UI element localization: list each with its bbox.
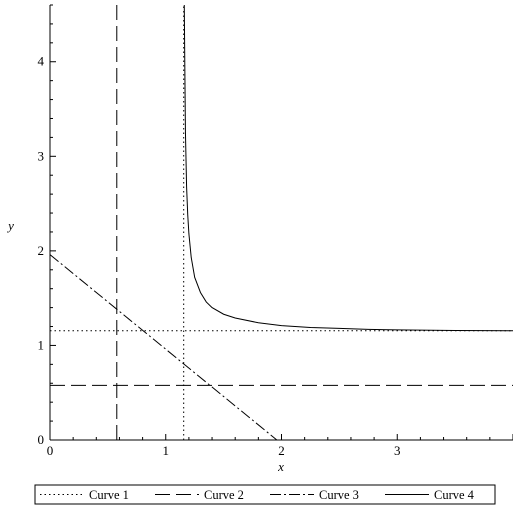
x-tick-label: 3	[394, 443, 401, 458]
series-3-line	[49, 254, 278, 441]
axes: 0 1 2 3 0 1 2 3 4	[38, 4, 513, 458]
y-tick-label: 0	[38, 432, 45, 447]
series-4-curve	[183, 4, 513, 332]
legend-box	[34, 484, 496, 505]
legend-label-1: Curve 1	[89, 488, 129, 502]
y-tick-label: 2	[38, 243, 45, 258]
y-axis-label: y	[6, 218, 14, 233]
plot-area	[49, 4, 513, 441]
x-tick-label: 2	[278, 443, 285, 458]
x-tick-label: 1	[163, 443, 170, 458]
x-tick-label: 0	[47, 443, 54, 458]
y-tick-label: 3	[38, 148, 45, 163]
y-tick-label: 4	[38, 54, 45, 69]
legend: Curve 1 Curve 2 Curve 3 Curve 4	[34, 484, 496, 505]
legend-label-4: Curve 4	[434, 488, 475, 502]
legend-label-2: Curve 2	[204, 488, 244, 502]
legend-label-3: Curve 3	[319, 488, 359, 502]
x-axis-label: x	[277, 459, 284, 474]
y-tick-label: 1	[38, 337, 45, 352]
